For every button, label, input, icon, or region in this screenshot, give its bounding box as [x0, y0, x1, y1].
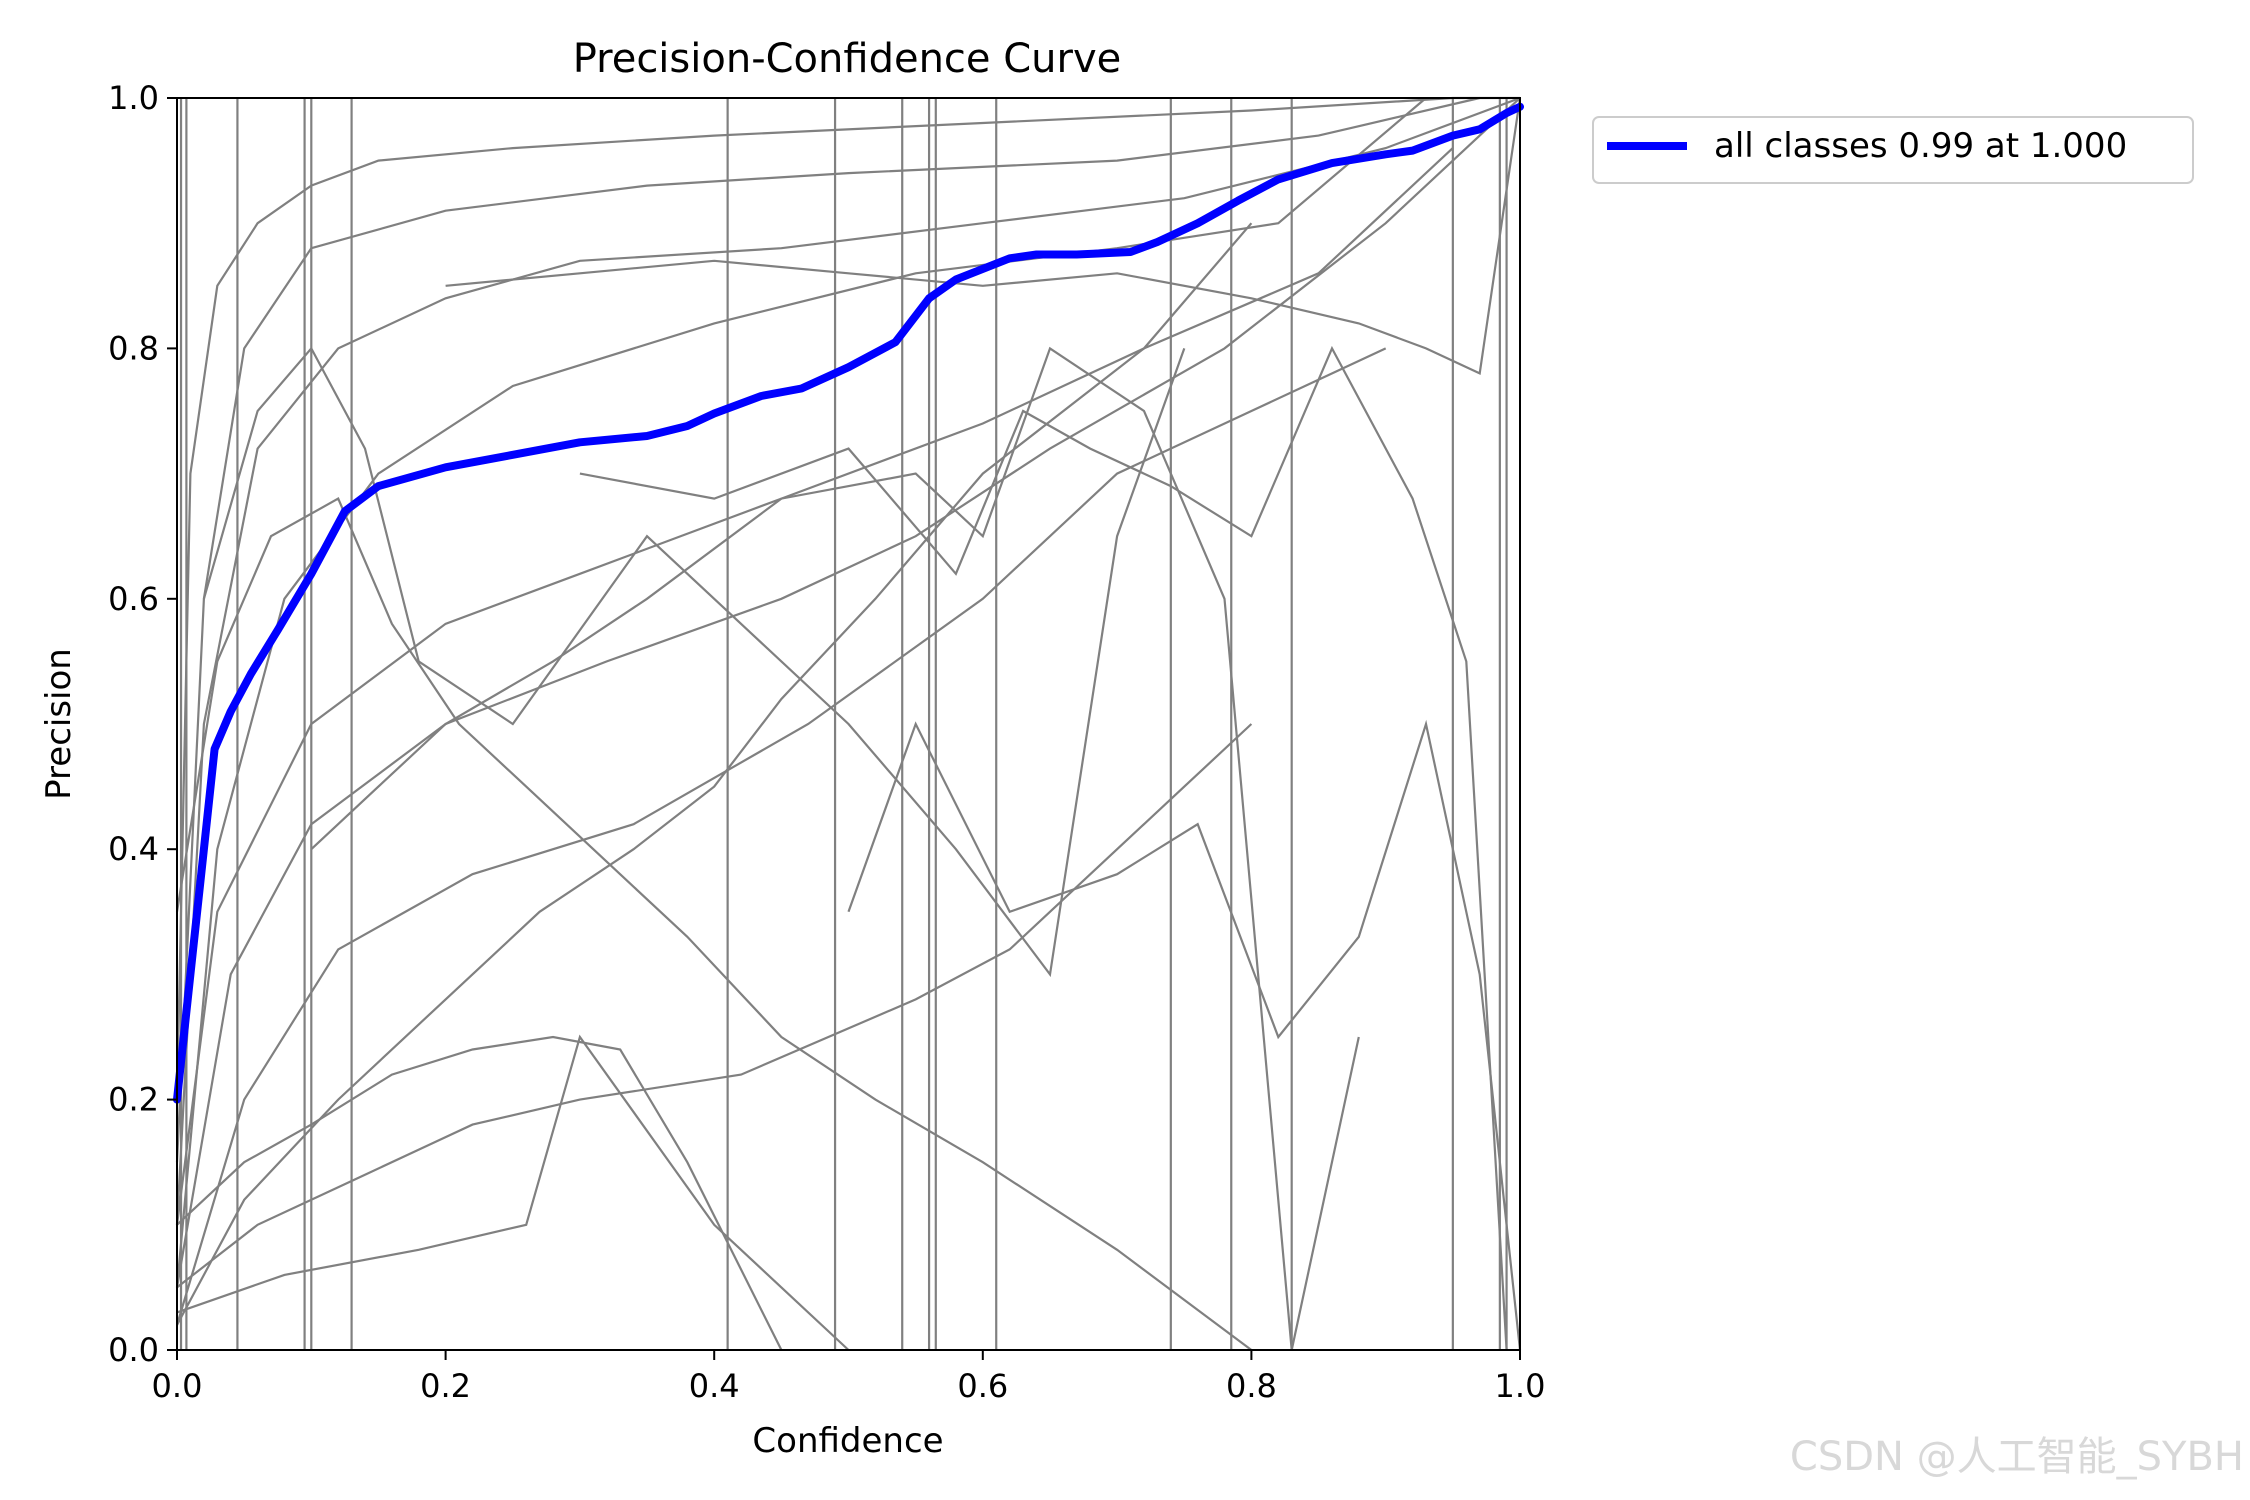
class-curve-7: [175, 347, 1387, 1326]
class-curve-8: [176, 222, 1253, 1326]
y-axis-label: Precision: [39, 648, 79, 800]
chart-title: Precision-Confidence Curve: [573, 36, 1122, 82]
class-curve-6: [175, 97, 1521, 1288]
class-curve-1: [175, 96, 1520, 1100]
legend-box: [1592, 116, 2194, 184]
y-tick-label-5: 1.0: [108, 79, 159, 117]
x-tick-label-0: 0.0: [152, 1367, 203, 1405]
x-tick-label-3: 0.6: [957, 1367, 1008, 1405]
class-curve-5: [175, 147, 1454, 1225]
y-tick-label-3: 0.6: [108, 580, 159, 618]
all-classes-curve-group: [173, 102, 1524, 1104]
x-tick-label-2: 0.4: [689, 1367, 740, 1405]
class-curve-10: [176, 1034, 850, 1351]
x-tick-label-5: 1.0: [1495, 1367, 1546, 1405]
y-tick-label-4: 0.8: [108, 329, 159, 367]
class-curve-17: [445, 97, 1522, 376]
class-curve-13: [202, 346, 1186, 978]
x-axis-ticks: 0.0 0.2 0.4 0.6 0.8 1.0: [152, 1350, 1546, 1405]
x-tick-label-1: 0.2: [420, 1367, 471, 1405]
y-tick-label-2: 0.4: [108, 830, 159, 868]
y-tick-label-1: 0.2: [108, 1081, 159, 1119]
class-curve-4: [175, 97, 1427, 1288]
legend-label-all-classes: all classes 0.99 at 1.000: [1714, 126, 2127, 166]
class-curves-group: [175, 96, 1522, 1351]
class-curve-11: [176, 1035, 783, 1351]
y-axis-ticks: 0.0 0.2 0.4 0.6 0.8 1.0: [108, 79, 177, 1369]
class-curve-3: [175, 96, 1521, 1225]
class-curve-16: [579, 345, 1508, 1351]
class-curve-12: [175, 497, 1253, 1351]
class-curve-9: [176, 723, 1253, 1289]
class-curve-2: [175, 96, 1480, 1163]
class-curve-15: [847, 719, 1522, 1351]
x-axis-label: Confidence: [752, 1421, 943, 1461]
all-classes-curve: [173, 102, 1524, 1104]
x-tick-label-4: 0.8: [1226, 1367, 1277, 1405]
y-tick-label-0: 0.0: [108, 1331, 159, 1369]
legend: all classes 0.99 at 1.000: [1592, 116, 2194, 184]
class-curve-14: [310, 346, 1360, 1351]
plot-frame: [176, 97, 1521, 1351]
watermark: CSDN @人工智能_SYBH: [1789, 1434, 2244, 1480]
